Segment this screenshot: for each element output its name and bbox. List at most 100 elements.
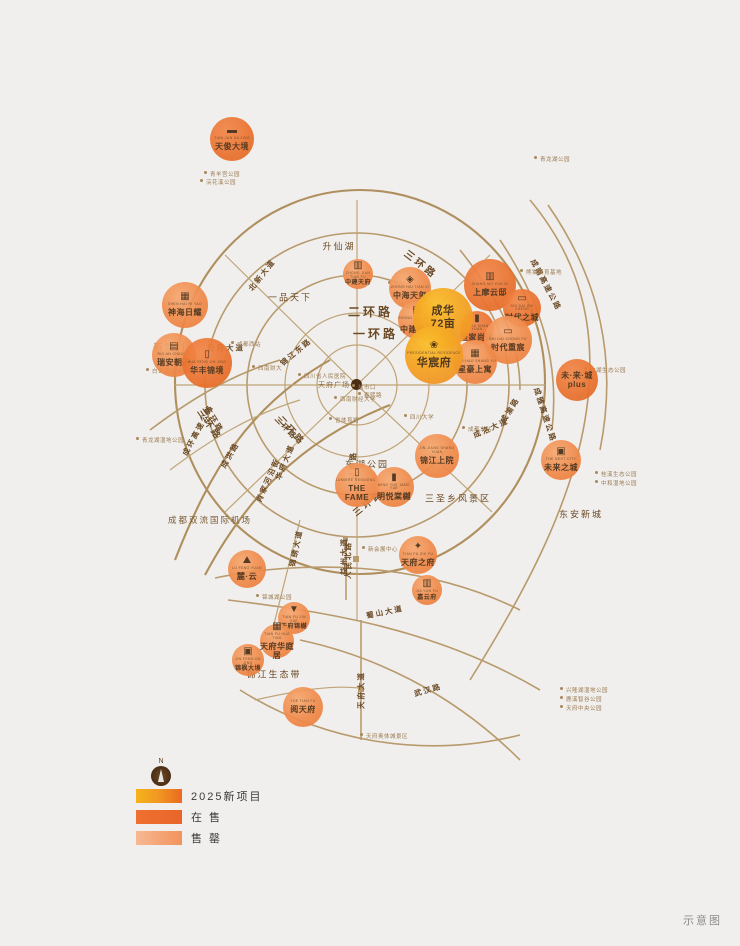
poi-dot-icon (358, 392, 361, 395)
project-icon-lufeng-yuan: ⛰ (242, 555, 252, 567)
project-bubble-lufeng-yuan[interactable]: ⛰ LU FENG YUAN 麓·云 (228, 550, 266, 588)
legend-item-soldout[interactable]: 售 罄 (136, 830, 316, 845)
project-bubble-jinfeng-dajing[interactable]: ▣ JIN FENG DA JING 锦枫大境 (232, 644, 264, 676)
project-subtitle-weilai-zhicheng: THE NEXT CITY (545, 457, 577, 462)
project-subtitle-huafu-jinjing: HUA FENG JIN JING (187, 360, 227, 365)
poi-label: 北湖生态公园 (590, 368, 627, 374)
poi-label: 青龙湖湿地公园 (142, 438, 185, 444)
airport-label: 成都双流国际机场 (168, 515, 253, 525)
poi-label: 兴隆湖湿地公园 (566, 688, 609, 694)
poi-label: 西南财经大学 (340, 397, 377, 403)
project-subtitle-jiayun-fu: JIA YUN FU (415, 588, 439, 593)
poi-dot-icon (560, 687, 563, 690)
legend-swatch-onsale (136, 809, 182, 824)
poi-dot-icon (462, 426, 465, 429)
district-label-dongan-xincheng: 东安新城 (558, 509, 604, 520)
legend: N 2025新项目在 售售 罄 (136, 758, 316, 845)
project-name-shidai-chongfu: 时代重宸 (491, 343, 525, 353)
project-subtitle-tianjun-daijing: TIAN JUN DA JING (214, 136, 250, 141)
project-icon-jinfeng-dajing: ▣ (243, 645, 253, 657)
project-icon-zhijia-shangyuan: ▮ (474, 312, 480, 324)
project-bubble-the-fame[interactable]: ▯ LUMIERE RESIDENCE THE FAME (335, 463, 379, 507)
project-icon-tianfu-huafu: ▦ (272, 620, 282, 632)
project-icon-jiayun-fu: ▥ (422, 577, 432, 589)
project-icon-shidai-zhicheng: ▭ (517, 292, 527, 304)
project-bubble-shidai-chongfu[interactable]: ▭ SHI DAI CHONG FU 时代重宸 (484, 316, 532, 364)
project-bubble-jinjiang-shangyuan[interactable]: JIN JIANG SHANG YUAN 锦江上院 (415, 434, 459, 478)
poi-dot-icon (334, 396, 337, 399)
project-name-yue-tianfu: 阅天府 (290, 704, 316, 714)
project-bubble-weilai-zhicheng[interactable]: ▣ THE NEXT CITY 未来之城 (541, 440, 581, 480)
project-subtitle-yue-tianfu: YUE TIAN FU (290, 698, 316, 703)
project-name-zhongjian-tianfu: 中建天府 (344, 280, 371, 287)
project-icon-shidai-chongfu: ▭ (503, 326, 513, 338)
project-name-lufeng-yuan: 麓·云 (236, 572, 258, 582)
poi-dot-icon (146, 368, 149, 371)
district-label-sansheng-xiang: 三圣乡风景区 (424, 493, 492, 504)
project-name-jinjiang-shangyuan: 锦江上院 (420, 455, 454, 465)
project-subtitle-tianfu-huafu: TIAN FU HUA TING (264, 631, 290, 640)
project-subtitle-tianfu-jinyuan: TIAN FU JIN YUE (282, 614, 306, 623)
poi-dot-icon (360, 733, 363, 736)
poi-label: 成都西站 (237, 342, 262, 348)
project-icon-shenhai-riyao: ▦ (180, 291, 190, 303)
project-subtitle-ruian-chaofu: RUI AN CHAO FU (157, 352, 191, 357)
project-bubble-mingyue-tangyue[interactable]: ▮ MING YUE TANG YUE 明悦棠樾 (374, 467, 414, 507)
project-subtitle-jinfeng-dajing: JIN FENG DA JING (235, 656, 261, 665)
project-bubble-yue-tianfu[interactable]: YUE TIAN FU 阅天府 (283, 687, 323, 727)
project-icon-huachen-fu: ❀ (429, 339, 439, 351)
project-subtitle-the-fame: LUMIERE RESIDENCE (335, 477, 379, 482)
project-name-huafu-jinjing: 华丰锦境 (190, 366, 224, 376)
project-subtitle-mingyue-tangyue: MING YUE TANG YUE (378, 482, 410, 491)
poi-label: 浣花溪公园 (206, 180, 237, 186)
project-subtitle-shangmo-yundi: SHANG MO YUN DI (471, 282, 509, 287)
legend-swatch-soldout (136, 830, 182, 845)
poi-dot-icon (352, 384, 355, 387)
project-icon-the-fame: ▯ (354, 466, 360, 478)
ring-road-label-first: 一环路 (353, 327, 399, 341)
project-name-jiayun-fu: 嘉云府 (417, 594, 437, 601)
legend-item-onsale[interactable]: 在 售 (136, 809, 316, 824)
poi-label: 熊猫繁育基地 (526, 270, 563, 276)
project-subtitle-xinghao-shangyu: XING HAO SHANG YU (454, 359, 496, 364)
poi-label: 盐市口 (358, 385, 377, 391)
ring-road-label-second: 二环路 (348, 305, 394, 319)
project-bubble-tianfu-jinyuan[interactable]: ▼ TIAN FU JIN YUE 天府锦樾 (278, 602, 310, 634)
road-label-tianfu-dadao: 天府大道 (356, 671, 366, 709)
poi-label: 春熙路 (364, 393, 383, 399)
project-name-jinfeng-dajing: 锦枫大境 (234, 666, 261, 673)
district-label-yipin-tianxia: 一品天下 (267, 292, 313, 303)
project-name-shangmo-yundi: 上摩云邸 (473, 288, 507, 298)
project-bubble-jiayun-fu[interactable]: ▥ JIA YUN FU 嘉云府 (412, 575, 442, 605)
project-subtitle-zhonghai-tianxi: ZHONG HAI TIAN XI (390, 285, 430, 290)
project-bubble-tianfu-huafu[interactable]: ▦ TIAN FU HUA TING 天府华庭居 (260, 620, 294, 660)
project-icon-zhongjian-tianfu: ▥ (353, 259, 363, 271)
project-name-tianfu-zhifu: 天府之府 (401, 558, 435, 568)
compass-icon: N (148, 758, 174, 786)
poi-dot-icon (595, 480, 598, 483)
legend-swatch-new2025 (136, 788, 182, 803)
project-bubble-tianfu-zhifu[interactable]: ✦ TIAN FU ZHI FU 天府之府 (399, 536, 437, 574)
project-bubble-zhongjian-tianfu[interactable]: ▥ ZHONG JIAN TIAN FU 中建天府 (343, 259, 373, 289)
project-name-tianfu-jinyuan: 天府锦樾 (280, 624, 307, 631)
legend-label-new2025: 2025新项目 (191, 790, 263, 803)
project-icon-huafu-jinjing: ▯ (204, 349, 210, 361)
poi-dot-icon (252, 365, 255, 368)
project-bubble-huafu-jinjing[interactable]: ▯ HUA FENG JIN JING 华丰锦境 (182, 338, 232, 388)
poi-label: 四川省人民医院 (304, 374, 347, 380)
compass-north-label: N (158, 758, 164, 765)
poi-dot-icon (298, 373, 301, 376)
project-name-xinghao-shangyu: 星豪上寓 (458, 365, 492, 375)
project-bubble-tianjun-daijing[interactable]: ▬ TIAN JUN DA JING 天俊大境 (210, 117, 254, 161)
poi-dot-icon (362, 546, 365, 549)
project-bubble-huachen-fu[interactable]: ❀ PRESIDENTIAL RESIDENCE 华宸府 (405, 326, 463, 384)
project-icon-shangmo-yundi: ▥ (485, 271, 495, 283)
city-center-marker (351, 379, 362, 390)
legend-item-new2025[interactable]: 2025新项目 (136, 788, 316, 803)
project-bubble-weixin-plus[interactable]: 未·来·城 plus (556, 359, 598, 401)
project-icon-xinghao-shangyu: ▦ (470, 348, 480, 360)
project-subtitle-huachen-fu: PRESIDENTIAL RESIDENCE (407, 350, 461, 355)
poi-label: 天府中央公园 (566, 706, 603, 712)
project-bubble-shenhai-riyao[interactable]: ▦ SHEN HAI RI YAO 神海日耀 (162, 282, 208, 328)
